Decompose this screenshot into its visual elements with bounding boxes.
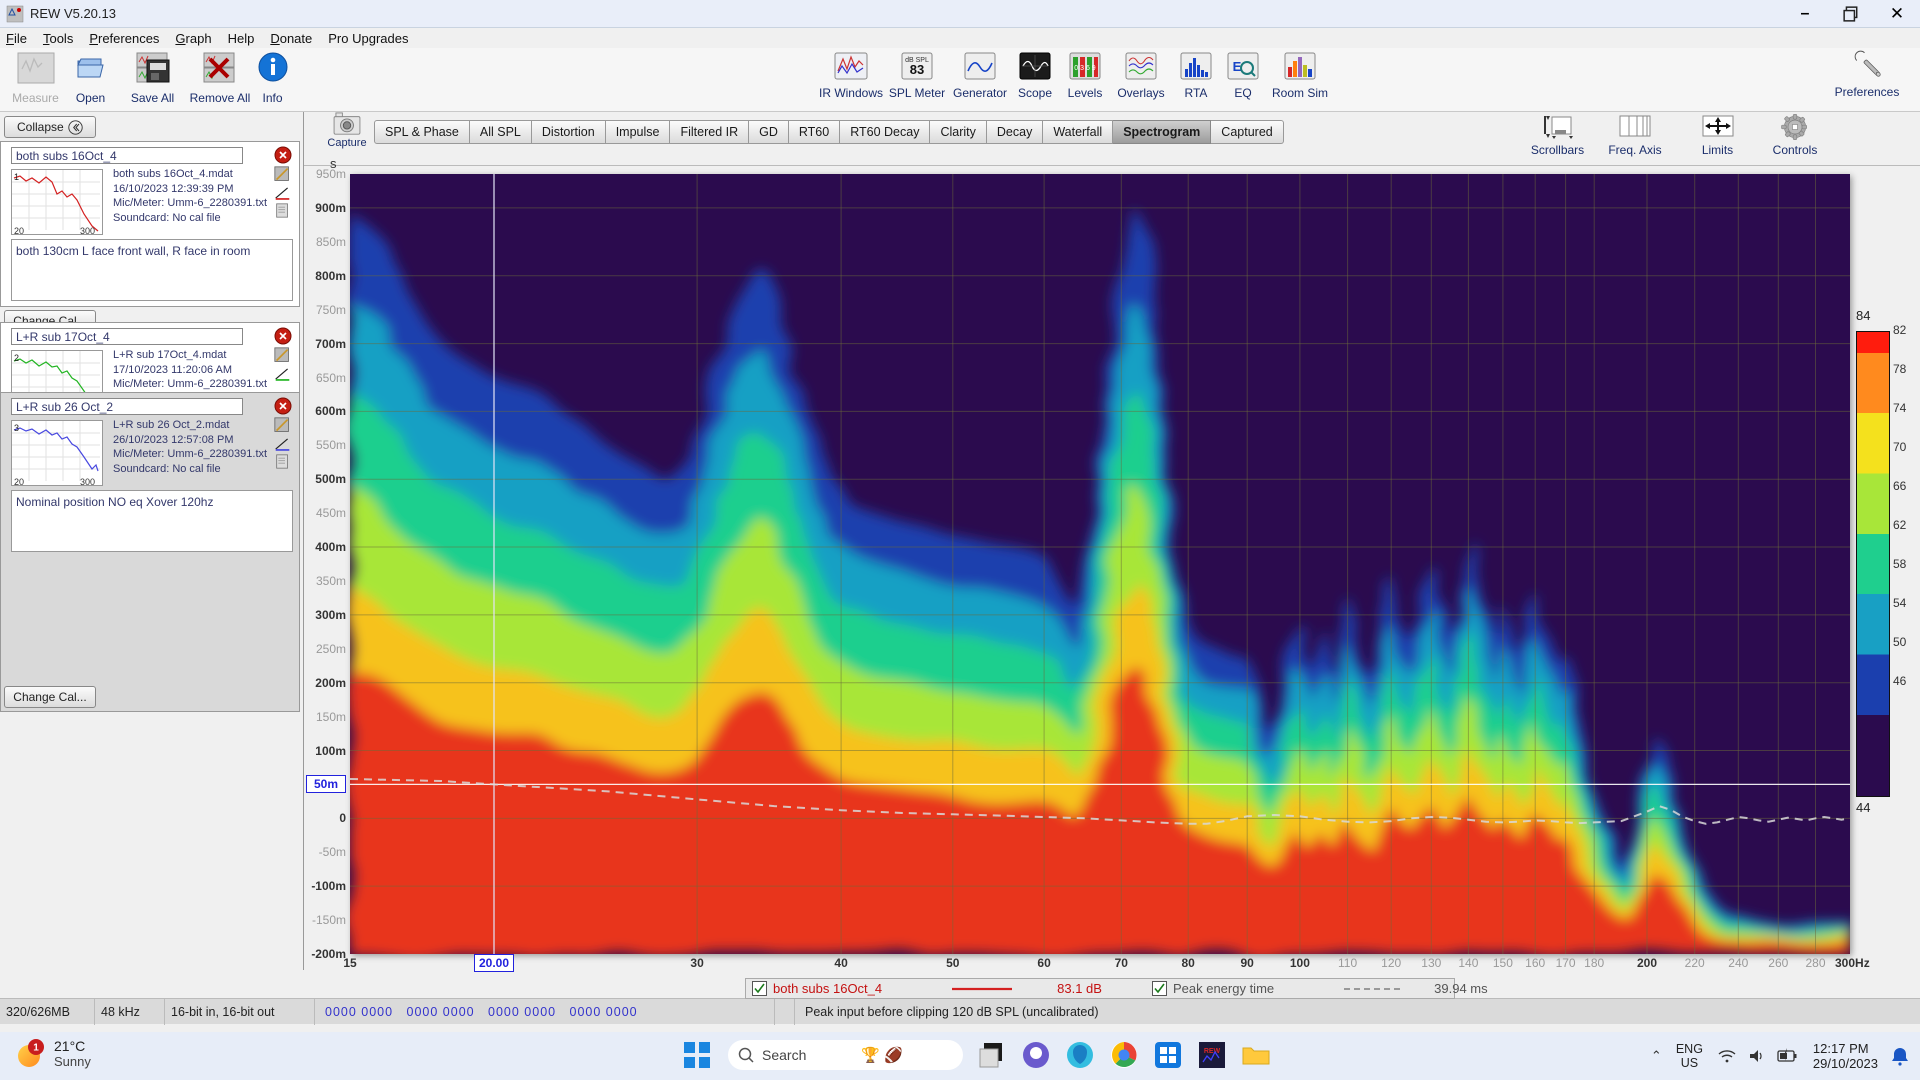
svg-text:2: 2 <box>14 353 19 363</box>
svg-text:300: 300 <box>80 477 95 487</box>
svg-text:20: 20 <box>14 477 24 487</box>
svg-text:1: 1 <box>33 1043 39 1054</box>
svg-text:REW: REW <box>1204 1048 1221 1055</box>
svg-text:20: 20 <box>14 226 24 236</box>
svg-text:83: 83 <box>910 62 924 77</box>
svg-text:300: 300 <box>80 226 95 236</box>
svg-text:3: 3 <box>14 423 19 433</box>
svg-text:1: 1 <box>14 172 19 182</box>
svg-text:0 3 6 9: 0 3 6 9 <box>1074 65 1096 72</box>
